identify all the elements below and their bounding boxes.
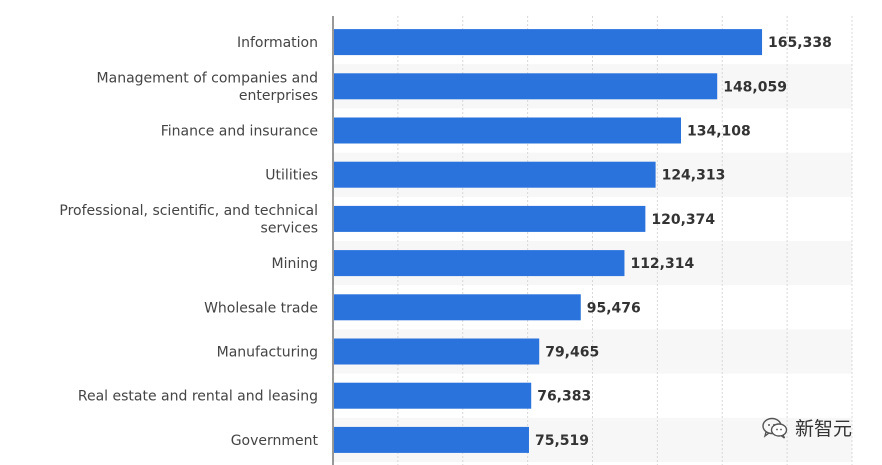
category-label: Government [231,433,319,449]
bar [334,117,682,144]
bar [334,29,763,56]
bar [334,382,532,409]
value-label: 120,374 [651,212,715,228]
value-label: 95,476 [587,300,641,316]
category-label: Wholesale trade [204,300,318,316]
category-label: Manufacturing [217,345,318,361]
value-labels: 165,338 148,059 134,108 124,313 120,374 112,3… [535,35,832,449]
value-label: 148,059 [723,79,787,95]
wechat-icon [762,417,788,439]
category-label: Management of companies and enterprises [97,71,318,105]
value-label: 112,314 [630,256,694,272]
category-label: Finance and insurance [161,124,318,140]
bar [334,161,656,188]
bar [334,294,581,321]
bar [334,338,540,365]
category-label: Mining [272,256,319,272]
category-label: Real estate and rental and leasing [78,389,318,405]
bar [334,205,646,232]
value-label: 79,465 [545,345,599,361]
value-label: 124,313 [662,168,726,184]
bar [334,250,625,277]
value-label: 76,383 [537,389,591,405]
value-label: 75,519 [535,433,589,449]
value-label: 134,108 [687,124,751,140]
watermark: 新智元 [761,414,852,441]
value-label: 165,338 [768,35,832,51]
bars [334,29,763,453]
gridlines [397,16,853,465]
bar [334,73,718,100]
watermark-text: 新智元 [794,418,852,440]
category-label: Utilities [265,168,318,184]
category-label: Professional, scientific, and technical s… [59,203,318,237]
bar [334,426,529,453]
category-label: Information [237,35,318,51]
category-labels: Information Management of companies and en… [59,35,318,449]
